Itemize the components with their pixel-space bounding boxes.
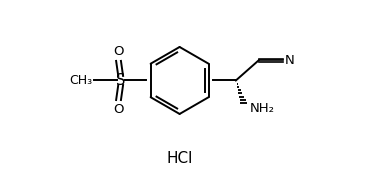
Text: O: O	[113, 103, 124, 116]
Text: O: O	[113, 45, 124, 58]
Text: S: S	[116, 73, 125, 88]
Text: HCl: HCl	[166, 151, 193, 166]
Text: CH₃: CH₃	[69, 74, 92, 87]
Text: NH₂: NH₂	[250, 102, 275, 115]
Text: N: N	[284, 54, 295, 67]
